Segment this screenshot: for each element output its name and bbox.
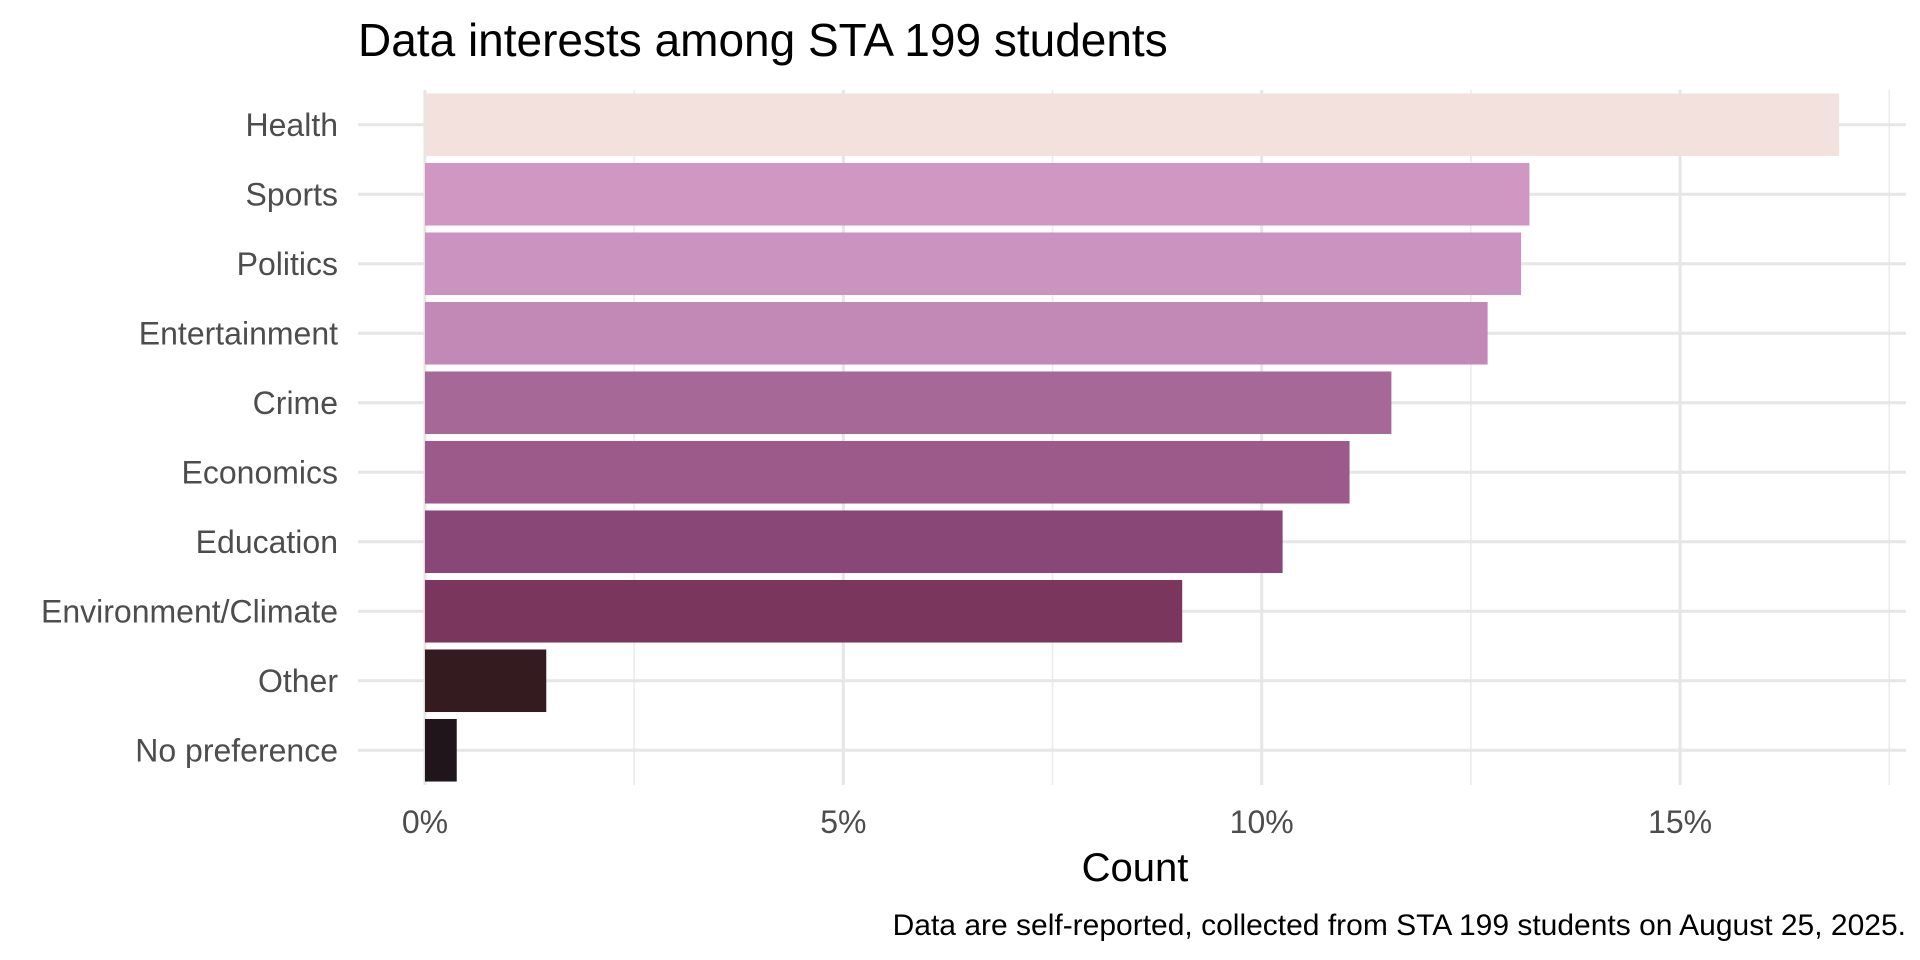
y-axis-tick-labels: Health Sports Politics Entertainment Crime Ec… [41,107,338,769]
bar [424,579,1183,643]
x-tick-label: 5% [820,804,866,840]
bar [424,510,1283,574]
x-axis-title: Count [1082,846,1189,890]
x-tick-label: 10% [1230,804,1294,840]
y-tick-label: No preference [135,732,338,768]
y-tick-label: Economics [182,454,339,490]
chart-caption: Data are self-reported, collected from S… [893,909,1906,942]
bar [424,371,1392,435]
y-tick-label: Other [258,663,338,699]
x-tick-label: 15% [1648,804,1712,840]
chart-title: Data interests among STA 199 students [358,14,1168,66]
bar [424,162,1530,226]
y-tick-label: Health [246,107,339,143]
x-axis-tick-labels: 0% 5% 10% 15% [402,804,1712,840]
bar [424,440,1350,504]
x-tick-label: 0% [402,804,448,840]
bar [424,718,457,782]
bar [424,93,1840,157]
y-tick-label: Sports [246,176,338,212]
bar [424,232,1522,296]
y-tick-label: Entertainment [139,315,338,351]
y-tick-label: Politics [237,246,338,282]
bar [424,301,1488,365]
y-tick-label: Education [196,524,338,560]
y-tick-label: Crime [253,385,338,421]
bars [424,93,1840,782]
bar [424,649,547,713]
y-tick-label: Environment/Climate [41,593,338,629]
